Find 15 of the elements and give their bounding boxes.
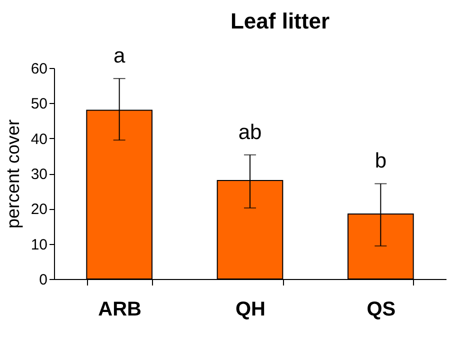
y-axis-title: percent cover (2, 119, 23, 229)
x-tick-label: QH (236, 298, 266, 320)
x-tick-label: QS (366, 298, 396, 320)
x-tick-label: ARB (98, 298, 142, 320)
y-tick-label: 10 (30, 236, 48, 254)
y-tick-label: 0 (39, 272, 48, 288)
y-tick-label: 20 (30, 201, 48, 218)
annotation: ab (238, 120, 262, 144)
chart-title: Leaf litter (230, 8, 330, 34)
y-tick-label: 30 (30, 166, 48, 183)
y-tick-label: 50 (30, 96, 48, 113)
annotation: b (374, 150, 387, 173)
y-tick-label: 60 (30, 60, 48, 78)
y-tick-label: 40 (30, 130, 48, 148)
text: a (113, 44, 126, 68)
